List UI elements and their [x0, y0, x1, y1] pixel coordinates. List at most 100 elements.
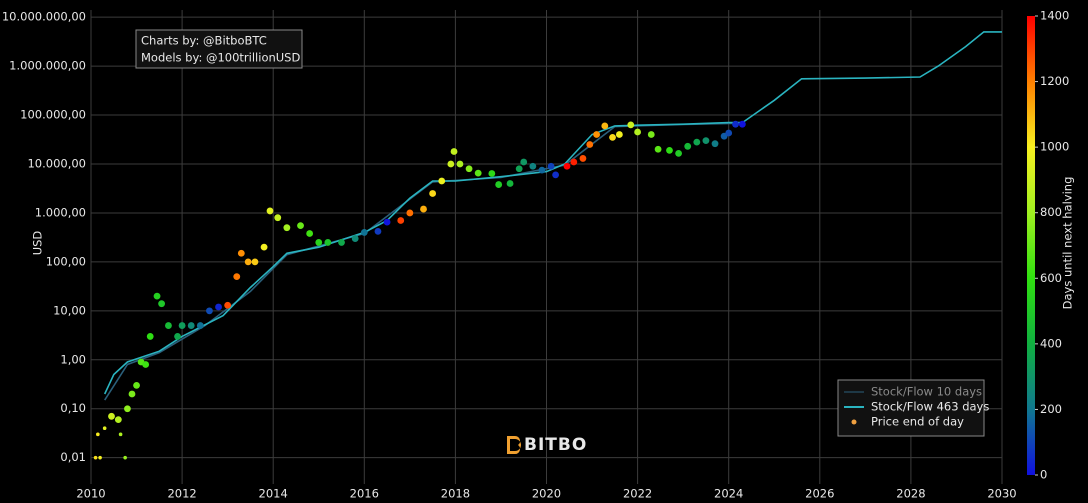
watermark: BITBO: [507, 435, 586, 455]
price-point: [315, 239, 323, 246]
price-point: [488, 170, 496, 177]
price-point: [224, 301, 232, 309]
y-tick-label: 100,00: [46, 254, 86, 268]
price-point: [178, 322, 186, 329]
price-point: [520, 158, 528, 166]
price-point: [306, 230, 314, 237]
price-point: [96, 432, 100, 437]
price-point: [124, 405, 131, 413]
price-point: [515, 165, 523, 173]
price-point: [187, 322, 195, 329]
price-point: [615, 131, 623, 138]
price-point: [153, 292, 161, 300]
price-point: [593, 131, 601, 138]
price-point: [274, 214, 282, 222]
price-point: [738, 120, 746, 128]
price-point: [647, 131, 655, 138]
y-tick-label: 1,00: [60, 352, 86, 366]
y-tick-label: 0,10: [60, 401, 86, 415]
model-line: [103, 31, 1002, 395]
y-tick-label: 10,00: [53, 303, 86, 317]
grid: 0,01 0,10 1,00 10,00 100,00 1.000,00 10.000,00…: [2, 10, 1017, 501]
price-point: [283, 224, 291, 232]
price-point: [93, 455, 98, 460]
price-point: [165, 322, 172, 329]
annotation-box: [135, 29, 303, 69]
price-point: [374, 227, 382, 235]
price-point: [297, 222, 304, 230]
y-tick-label: 0,01: [60, 450, 86, 464]
price-point: [123, 455, 127, 460]
price-point: [142, 361, 150, 368]
price-point: [547, 162, 555, 170]
price-point: [244, 258, 252, 266]
price-point: [383, 218, 391, 226]
price-point: [586, 141, 594, 148]
price-point: [474, 169, 482, 177]
price-point: [324, 239, 332, 246]
price-point: [456, 160, 464, 168]
x-tick-label: 2018: [441, 487, 470, 501]
price-point: [693, 138, 701, 146]
price-point: [397, 217, 405, 224]
price-point: [114, 416, 122, 423]
price-point: [251, 258, 259, 266]
x-tick-label: 2028: [896, 487, 925, 501]
x-tick-label: 2022: [623, 487, 652, 501]
price-point: [206, 307, 213, 315]
colorbar-tick-label: 200: [1040, 402, 1062, 416]
x-tick-label: 2030: [987, 487, 1016, 501]
price-point: [529, 162, 537, 170]
colorbar-tick-label: 1000: [1040, 140, 1069, 154]
price-point: [174, 333, 181, 340]
colorbar-tick-label: 800: [1040, 205, 1062, 219]
price-point: [450, 148, 458, 155]
colorbar-title: Days until next halving: [1061, 177, 1075, 310]
price-point: [98, 455, 102, 460]
price-point: [266, 207, 274, 215]
price-point: [609, 133, 616, 141]
price-point: [215, 303, 222, 311]
colorbar: 0 200 400 600 800 1000 1200 1400: [1027, 9, 1069, 482]
price-point: [133, 381, 140, 389]
x-tick-label: 2010: [76, 487, 105, 501]
price-point: [654, 145, 662, 153]
price-point: [146, 333, 154, 340]
price-point: [128, 390, 136, 398]
y-tick-label: 1.000,00: [35, 205, 86, 219]
x-tick-label: 2020: [532, 487, 561, 501]
x-tick-label: 2024: [714, 487, 743, 501]
price-point: [684, 142, 692, 150]
price-point: [102, 426, 107, 431]
x-tick-label: 2026: [805, 487, 834, 501]
price-point: [570, 158, 578, 166]
price-point: [360, 229, 368, 236]
price-point: [260, 243, 268, 251]
price-point: [237, 249, 245, 257]
price-point: [538, 166, 546, 174]
price-point: [666, 146, 673, 154]
price-point: [158, 300, 166, 308]
price-point: [351, 235, 359, 242]
legend-swatch: [851, 419, 857, 425]
price-point: [495, 181, 503, 188]
price-point: [338, 239, 345, 246]
y-axis-label: USD: [31, 231, 45, 256]
price-point: [233, 273, 241, 281]
price-point: [196, 322, 204, 329]
price-point: [579, 155, 587, 162]
colorbar-tick-label: 0: [1040, 468, 1047, 482]
x-tick-label: 2012: [167, 487, 196, 501]
price-point: [420, 205, 427, 213]
x-tick-label: 2014: [259, 487, 288, 501]
colorbar-tick-label: 600: [1040, 271, 1062, 285]
y-tick-label: 10.000,00: [27, 156, 86, 170]
price-point: [675, 149, 682, 157]
y-tick-label: 100.000,00: [20, 108, 86, 122]
watermark-logo: [507, 436, 521, 454]
colorbar-scale: [1027, 16, 1035, 475]
price-point: [725, 129, 733, 137]
legend-label: Stock/Flow 463 days: [871, 400, 989, 414]
